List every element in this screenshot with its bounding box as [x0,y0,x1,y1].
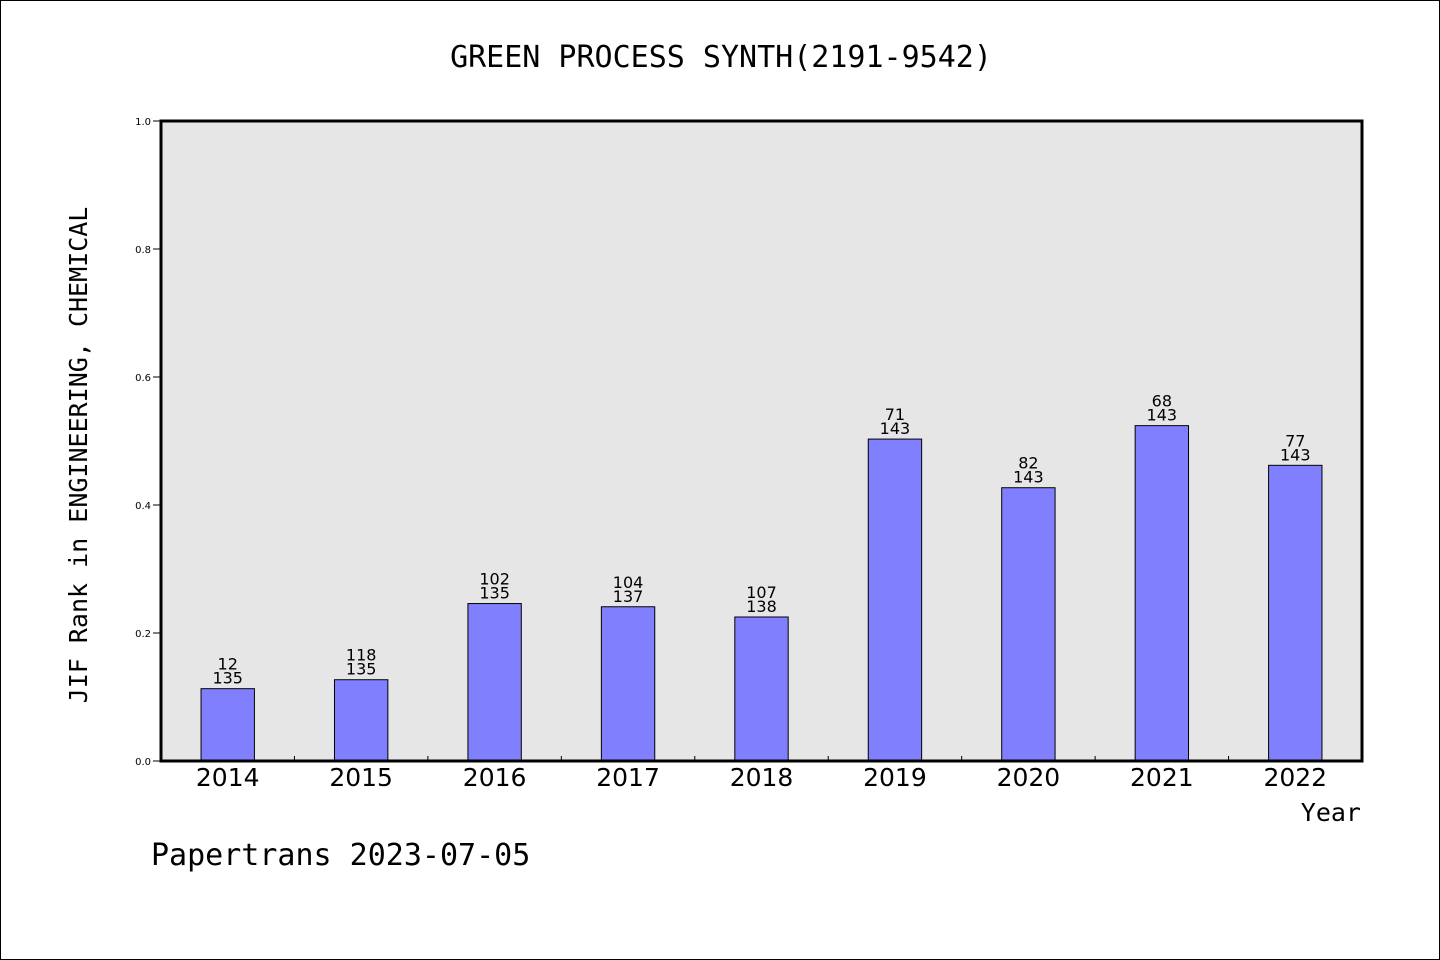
bar-2018 [734,616,789,762]
bar-2015 [333,679,389,762]
bar-rank-label: 118 [346,646,377,665]
bar-total-label: 143 [1280,445,1311,464]
y-tick-label: 0.6 [135,373,151,384]
bar-rank-label: 82 [1018,454,1038,473]
bar-2016 [467,603,522,762]
bar-total-label: 143 [1013,468,1044,487]
bar-rank-label: 107 [746,583,777,602]
bar-rank-label: 77 [1285,431,1305,450]
bar-2017 [600,606,656,762]
bar-total-label: 143 [1147,406,1178,425]
x-tick-label: 2019 [863,763,927,792]
y-tick-label: 0.4 [135,501,151,512]
x-tick-label: 2018 [730,763,794,792]
x-tick-label: 2017 [596,763,660,792]
x-tick-label: 2021 [1130,763,1194,792]
y-tick-label: 0.8 [135,245,151,256]
x-tick-label: 2022 [1263,763,1327,792]
bar-total-label: 143 [880,419,911,438]
bars-group [200,425,1323,762]
footer-text: Papertrans 2023-07-05 [151,838,530,873]
bar-total-label: 138 [746,597,777,616]
bar-2021 [1134,425,1190,762]
y-tick-label: 1.0 [135,117,151,128]
bar-rank-label: 71 [885,405,905,424]
x-axis-ticks: 2014 2015 2016 2017 2018 2019 2020 2021 2022 [196,756,1327,792]
bar-rank-label: 12 [218,655,238,674]
bar-rank-label: 104 [613,573,644,592]
x-axis-label: Year [1301,798,1361,827]
bar-total-label: 135 [346,660,377,679]
bar-rank-label: 68 [1152,392,1172,411]
x-tick-label: 2020 [997,763,1061,792]
x-tick-label: 2015 [329,763,393,792]
bar-rank-label: 102 [479,570,510,589]
bar-total-label: 135 [212,669,243,688]
bar-total-label: 137 [613,587,644,606]
bar-2020 [1001,487,1056,762]
x-tick-label: 2016 [463,763,527,792]
plot-border [159,119,1364,763]
bar-total-label: 135 [479,584,510,603]
bar-2014 [200,688,255,762]
chart-title: GREEN PROCESS SYNTH(2191-9542) [450,40,992,75]
y-axis-label: JIF Rank in ENGINEERING, CHEMICAL [64,207,93,704]
y-axis-ticks: 0.0 0.2 0.4 0.6 0.8 1.0 [135,117,161,768]
y-tick-label: 0.2 [135,629,151,640]
y-tick-label: 0.0 [135,757,151,768]
bar-2019 [867,438,923,762]
x-tick-label: 2014 [196,763,260,792]
bar-2022 [1268,464,1323,762]
